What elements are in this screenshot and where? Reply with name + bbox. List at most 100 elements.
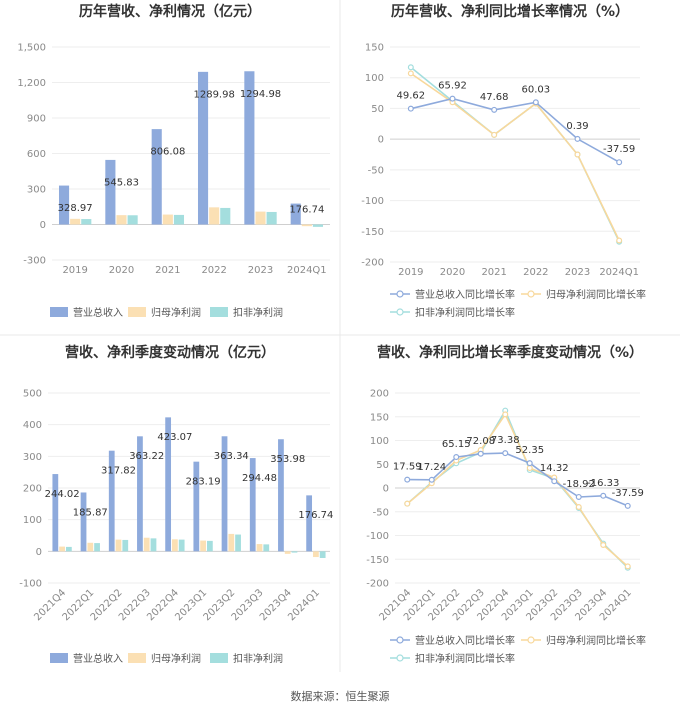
bar-revenue: [249, 458, 256, 552]
x-tick-label: 2024Q1: [287, 265, 327, 276]
legend-swatch: [128, 653, 146, 663]
bar-deducted-profit: [173, 214, 185, 225]
legend-swatch: [50, 653, 68, 663]
data-label: 73.38: [491, 435, 520, 446]
chart-title: 历年营收、净利同比增长率情况（%）: [391, 3, 629, 20]
x-tick-label: 2022: [201, 265, 226, 276]
bar-revenue: [165, 417, 172, 552]
legend-label: 扣非净利润同比增长率: [415, 306, 515, 319]
x-tick-label: 2020: [109, 265, 134, 276]
chart-title: 历年营收、净利情况（亿元）: [79, 3, 261, 20]
data-label: 14.32: [540, 463, 569, 474]
bar-net-profit: [301, 224, 312, 227]
data-label: 17.59: [393, 462, 422, 473]
y-tick-label: -100: [361, 196, 384, 207]
data-point: [575, 493, 582, 500]
series-line-revenue-growth: [410, 97, 620, 163]
data-label: 806.08: [150, 147, 185, 158]
legend-swatch: [50, 307, 68, 317]
bar-net-profit: [115, 539, 122, 552]
y-tick-label: 0: [36, 547, 42, 558]
y-tick-label: 300: [27, 185, 46, 196]
data-point: [616, 237, 623, 244]
bar-deducted-profit: [291, 551, 298, 553]
legend-marker: [396, 636, 404, 644]
data-label: 317.82: [101, 465, 136, 476]
data-label: 1294.98: [240, 89, 281, 100]
series-line-net-profit-growth: [410, 72, 620, 241]
data-point: [600, 492, 607, 499]
bar-revenue: [244, 71, 255, 225]
series-line-revenue-growth: [407, 452, 629, 507]
y-tick-label: 0: [383, 484, 389, 495]
data-point: [449, 95, 456, 102]
data-point: [532, 99, 539, 106]
y-tick-label: 0: [378, 135, 384, 146]
bar-revenue: [290, 203, 301, 225]
data-label: 176.74: [289, 205, 324, 216]
data-label: -18.92: [563, 479, 595, 490]
y-tick-label: 900: [27, 114, 46, 125]
data-label: 52.35: [515, 445, 544, 456]
data-label: 60.03: [522, 84, 551, 95]
y-tick-label: -300: [23, 256, 46, 267]
bar-net-profit: [116, 215, 127, 225]
y-tick-label: -50: [368, 165, 384, 176]
legend-label: 扣非净利润: [233, 652, 283, 665]
bar-deducted-profit: [150, 538, 157, 552]
data-point: [491, 131, 498, 138]
legend-label: 营业总收入: [73, 306, 123, 319]
data-point: [600, 541, 607, 548]
bar-deducted-profit: [220, 207, 231, 225]
bar-revenue: [193, 461, 200, 552]
data-label: -16.33: [587, 478, 619, 489]
data-label: 423.07: [157, 432, 192, 443]
data-point: [404, 476, 411, 483]
y-tick-label: 100: [370, 436, 389, 447]
y-tick-label: 200: [370, 389, 389, 400]
data-point: [404, 500, 411, 507]
data-point: [453, 454, 460, 461]
y-tick-label: -150: [361, 227, 384, 238]
chart-title: 营收、净利同比增长率季度变动情况（%）: [377, 344, 643, 361]
data-label: 328.97: [58, 203, 93, 214]
y-tick-label: 150: [370, 412, 389, 423]
bar-deducted-profit: [319, 551, 326, 558]
bar-revenue: [197, 71, 209, 225]
legend-swatch: [210, 653, 228, 663]
bar-revenue: [80, 492, 87, 552]
x-tick-label: 2019: [62, 265, 87, 276]
legend-swatch: [128, 307, 146, 317]
bar-net-profit: [256, 544, 263, 552]
data-label: 185.87: [73, 507, 108, 518]
bar-net-profit: [172, 539, 178, 552]
legend-marker: [396, 654, 404, 662]
data-point: [502, 450, 509, 457]
y-tick-label: -150: [366, 555, 389, 566]
data-label: 49.62: [397, 91, 426, 102]
data-label: 244.02: [45, 489, 80, 500]
data-label: 47.68: [480, 92, 509, 103]
bar-net-profit: [59, 546, 65, 552]
legend-label: 归母净利润同比增长率: [546, 288, 646, 301]
bar-revenue: [105, 159, 116, 225]
bar-net-profit: [313, 551, 319, 558]
x-tick-label: 2023: [565, 267, 590, 278]
bar-net-profit: [70, 218, 81, 225]
x-tick-label: 2021: [481, 267, 506, 278]
data-label: 363.22: [129, 451, 164, 462]
y-tick-label: 600: [27, 149, 46, 160]
bar-net-profit: [143, 537, 150, 552]
data-label: 1289.98: [193, 89, 234, 100]
data-point: [526, 465, 533, 472]
bar-deducted-profit: [266, 211, 277, 225]
legend-label: 归母净利润: [151, 306, 201, 319]
data-label: 363.34: [214, 451, 249, 462]
bar-revenue: [52, 474, 59, 552]
data-point: [624, 563, 631, 570]
data-point: [477, 450, 484, 457]
bar-net-profit: [209, 207, 220, 225]
bar-deducted-profit: [206, 540, 213, 552]
